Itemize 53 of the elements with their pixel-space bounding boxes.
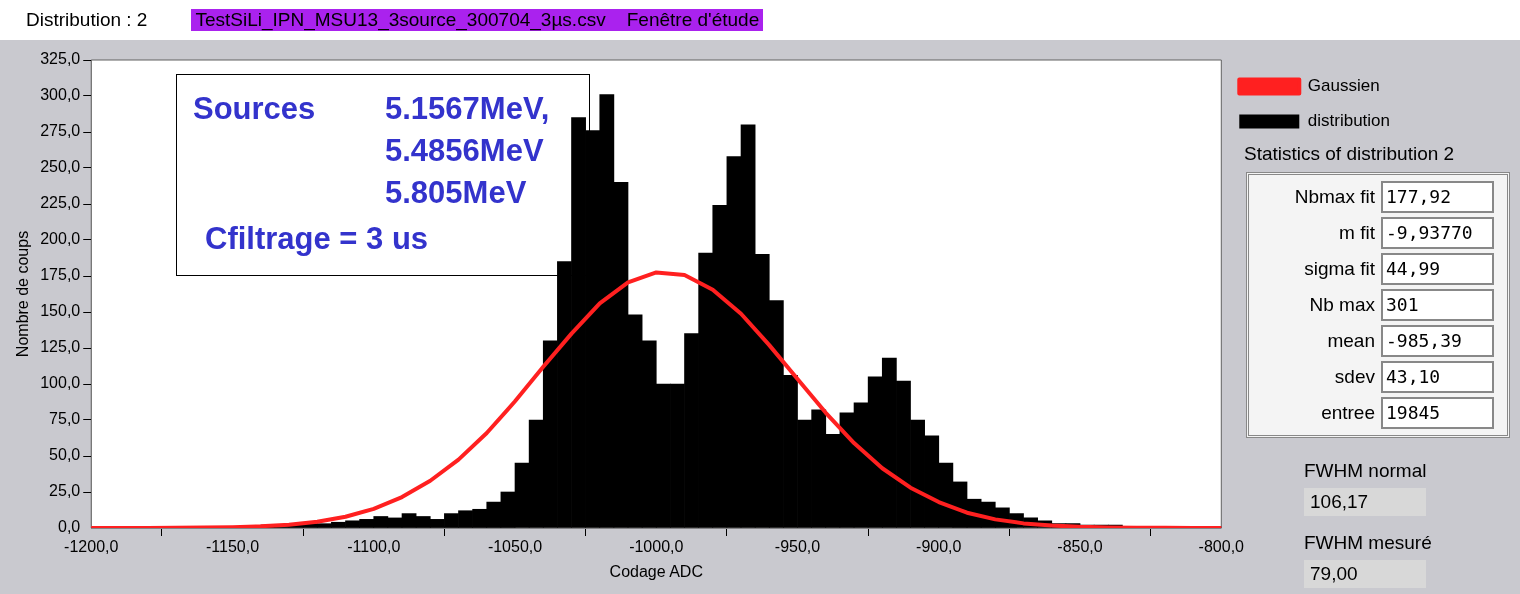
x-tick-label: -1050,0 [487,538,543,556]
legend-label: Gaussien [1307,76,1380,96]
text: 44,99 [1381,253,1494,285]
text: Statistics of distribution 2 [1244,143,1455,165]
text: mean [1326,330,1376,352]
x-tick-label: -1150,0 [205,538,260,556]
annotation: Sources [193,91,316,127]
y-tick-label: 250,0 [40,158,81,176]
y-tick-label: 125,0 [40,338,81,356]
y-tick-label: 225,0 [40,194,81,212]
text: 106,17 [1304,488,1426,516]
annotation: 5.4856MeV [385,133,544,169]
annotation: Cfiltrage = 3 us [205,221,429,257]
x-tick-label: -1000,0 [629,538,684,556]
text: 177,92 [1381,181,1494,213]
text: Nb max [1308,294,1376,316]
y-axis-title: Nombre de coups [14,230,32,358]
text: 301 [1381,289,1494,321]
y-tick-label: 200,0 [40,230,81,248]
y-tick-label: 300,0 [40,86,81,104]
chart-title: Distribution : 2 [26,9,148,31]
text: 43,10 [1381,361,1494,393]
x-tick-label: -800,0 [1198,538,1245,556]
x-tick-label: -950,0 [774,538,821,556]
text: 19845 [1381,397,1494,429]
text: sigma fit [1303,258,1376,280]
x-tick-label: -1200,0 [64,538,119,556]
y-tick-label: 275,0 [40,122,81,140]
text: -9,93770 [1381,217,1494,249]
text: 79,00 [1304,560,1426,588]
text: -985,39 [1381,325,1494,357]
y-tick-label: 100,0 [40,374,81,392]
annotation: 5.1567MeV, [385,91,550,127]
x-axis-title: Codage ADC [609,562,703,580]
chart-subtitle: TestSiLi_IPN_MSU13_3source_300704_3µs.csv Fenêtre d'étude [191,9,764,31]
y-tick-label: 25,0 [49,482,81,500]
y-tick-label: 0,0 [57,518,81,536]
y-tick-label: 150,0 [40,302,81,320]
legend-label: distribution [1307,111,1391,131]
x-tick-label: -850,0 [1057,538,1103,556]
x-tick-label: -1100,0 [347,538,401,556]
x-tick-label: -900,0 [916,538,962,556]
y-tick-label: 175,0 [40,266,81,284]
y-tick-label: 75,0 [49,410,81,428]
text: FWHM mesuré [1304,532,1432,554]
text: m fit [1338,222,1376,244]
text: sdev [1333,366,1376,388]
text: FWHM normal [1304,460,1427,482]
text: Nbmax fit [1293,186,1376,208]
y-tick-label: 325,0 [40,50,81,68]
annotation: 5.805MeV [385,175,527,211]
y-tick-label: 50,0 [49,446,81,464]
text: entree [1320,402,1376,424]
